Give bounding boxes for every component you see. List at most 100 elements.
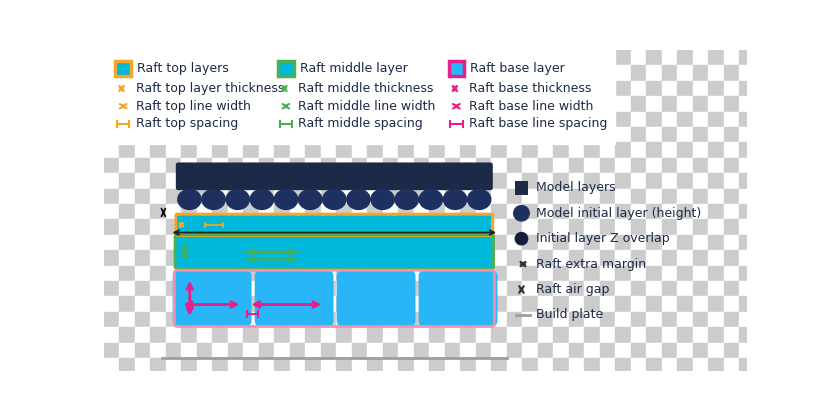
Bar <box>615 281 631 296</box>
Bar <box>197 343 212 358</box>
Bar <box>708 235 724 250</box>
Bar <box>259 266 274 281</box>
Bar <box>445 219 461 235</box>
Bar <box>584 343 600 358</box>
Bar <box>227 50 243 65</box>
Bar <box>662 219 677 235</box>
Bar <box>166 188 181 204</box>
Bar <box>274 250 290 266</box>
Bar <box>120 112 134 127</box>
Bar <box>507 188 522 204</box>
Bar <box>461 250 476 266</box>
Bar <box>320 158 336 173</box>
Bar <box>600 358 615 374</box>
Bar <box>522 327 538 343</box>
Bar <box>383 127 398 143</box>
Bar <box>740 81 754 96</box>
Bar <box>212 112 227 127</box>
FancyBboxPatch shape <box>322 215 347 234</box>
Ellipse shape <box>226 189 249 209</box>
Bar <box>647 327 662 343</box>
Bar <box>615 296 631 312</box>
Bar <box>305 158 320 173</box>
Bar <box>259 50 274 65</box>
Bar <box>336 327 352 343</box>
Bar <box>212 50 227 65</box>
Ellipse shape <box>275 189 298 209</box>
Bar <box>476 250 491 266</box>
Bar <box>507 250 522 266</box>
Bar <box>693 143 708 158</box>
Bar <box>336 204 352 219</box>
Bar <box>491 281 507 296</box>
Bar <box>134 96 150 112</box>
Bar <box>259 312 274 327</box>
Bar <box>398 112 413 127</box>
Bar <box>507 312 522 327</box>
Bar <box>693 296 708 312</box>
Bar <box>290 358 305 374</box>
Bar <box>584 296 600 312</box>
Bar <box>367 235 383 250</box>
Bar <box>631 250 647 266</box>
Bar <box>181 219 197 235</box>
Bar <box>120 312 134 327</box>
Bar <box>429 296 445 312</box>
Bar <box>429 50 445 65</box>
Bar <box>522 96 538 112</box>
Ellipse shape <box>443 189 466 209</box>
Bar <box>429 312 445 327</box>
Bar <box>507 296 522 312</box>
Bar <box>600 327 615 343</box>
Bar <box>538 296 554 312</box>
Bar <box>429 112 445 127</box>
Bar <box>507 374 522 389</box>
Bar <box>166 327 181 343</box>
Ellipse shape <box>371 189 394 209</box>
Bar <box>569 81 584 96</box>
Bar <box>290 296 305 312</box>
Bar <box>507 158 522 173</box>
Bar <box>677 312 693 327</box>
Bar <box>647 96 662 112</box>
Bar <box>197 327 212 343</box>
Bar <box>538 281 554 296</box>
Bar <box>367 173 383 188</box>
Bar <box>740 65 754 81</box>
Bar <box>367 127 383 143</box>
Bar <box>522 127 538 143</box>
Bar <box>274 127 290 143</box>
Bar <box>336 65 352 81</box>
Bar <box>647 312 662 327</box>
Bar <box>290 312 305 327</box>
Bar <box>398 188 413 204</box>
Bar <box>461 173 476 188</box>
Bar <box>491 81 507 96</box>
Bar <box>166 235 181 250</box>
Bar <box>181 204 197 219</box>
Bar <box>600 312 615 327</box>
Bar <box>243 219 259 235</box>
Bar <box>166 127 181 143</box>
Bar <box>383 296 398 312</box>
Bar <box>336 112 352 127</box>
Bar <box>243 343 259 358</box>
Bar <box>724 112 740 127</box>
Bar <box>305 50 320 65</box>
Bar <box>134 127 150 143</box>
Bar <box>647 188 662 204</box>
Bar <box>259 127 274 143</box>
Bar <box>367 158 383 173</box>
Bar <box>336 81 352 96</box>
Bar <box>538 188 554 204</box>
Bar <box>461 112 476 127</box>
Bar <box>662 296 677 312</box>
Bar <box>631 188 647 204</box>
Bar <box>290 112 305 127</box>
Bar <box>181 312 197 327</box>
Bar <box>461 65 476 81</box>
Bar <box>615 96 631 112</box>
Bar <box>600 281 615 296</box>
Bar <box>507 112 522 127</box>
Bar <box>181 50 197 65</box>
